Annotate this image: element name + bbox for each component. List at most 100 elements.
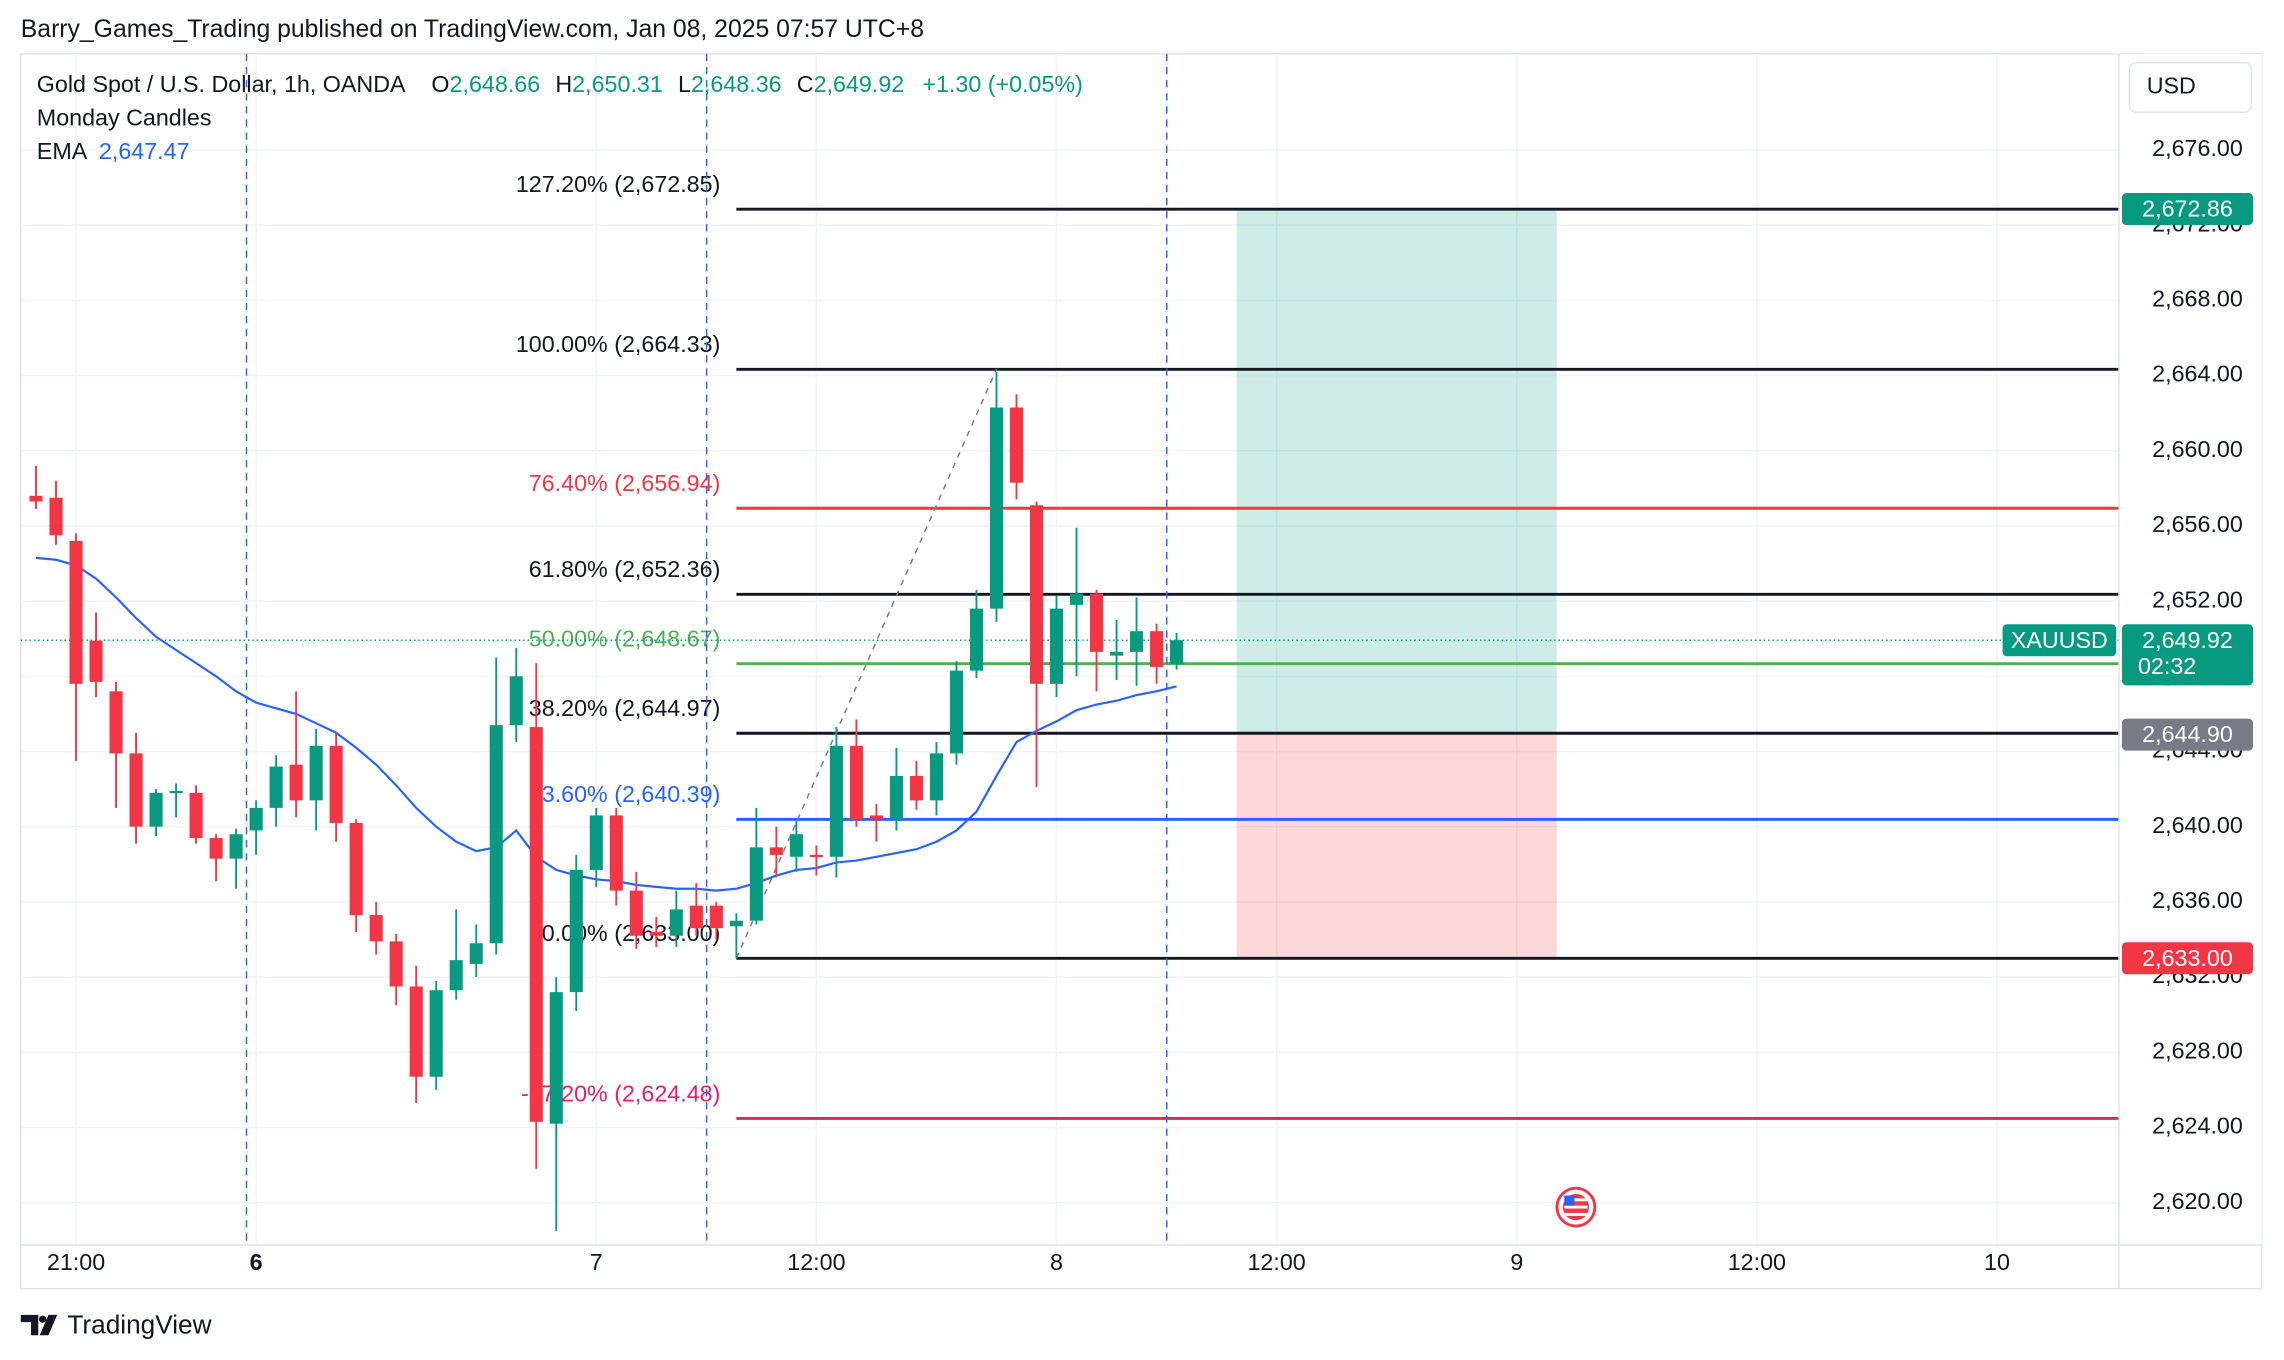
candle-body — [509, 676, 523, 726]
candle-body — [209, 837, 223, 859]
candle-body — [229, 834, 243, 859]
currency[interactable]: USD — [2147, 73, 2196, 99]
indicator-name: Monday Candles — [37, 105, 212, 131]
candle-body — [249, 807, 263, 831]
x-tick-label: 12:00 — [787, 1249, 845, 1275]
y-tick-label: 2,640.00 — [2152, 812, 2243, 838]
y-tick-label: 2,636.00 — [2152, 887, 2243, 913]
price-badge-label: 2,644.90 — [2142, 721, 2233, 747]
candle-body — [389, 941, 403, 987]
overlay: 2,620.002,624.002,628.002,632.002,636.00… — [20, 53, 2262, 1289]
candle-body — [29, 495, 43, 502]
candle-body — [269, 766, 283, 808]
candle-body — [929, 753, 944, 801]
candle-body — [1029, 505, 1044, 684]
candle-body — [669, 909, 683, 936]
ohlc-key: O — [431, 71, 449, 97]
candle-body — [729, 920, 743, 927]
fib-trend — [735, 369, 998, 959]
candle-body — [469, 943, 483, 964]
candle-body — [369, 915, 383, 942]
y-tick-label: 2,668.00 — [2152, 285, 2243, 311]
ohlc-value: 2,650.31 — [572, 71, 663, 97]
candle-body — [189, 792, 203, 838]
candle-body — [89, 640, 103, 682]
fib-label: 50.00% (2,648.67) — [529, 626, 721, 652]
x-tick-label: 12:00 — [1728, 1249, 1786, 1275]
candle-body — [1089, 593, 1104, 652]
ohlc-key: L — [678, 71, 691, 97]
price-badge — [2121, 942, 2254, 975]
y-tick-label: 2,664.00 — [2152, 361, 2243, 387]
candle-body — [709, 905, 723, 929]
legend-line: Gold Spot / U.S. Dollar, 1h, OANDA — [37, 71, 406, 97]
x-tick-label: 6 — [250, 1249, 263, 1275]
candle-body — [1150, 631, 1164, 667]
published-line: Barry_Games_Trading published on Trading… — [21, 16, 924, 43]
candle-body — [169, 790, 183, 794]
fib-label: 100.00% (2,664.33) — [516, 331, 721, 357]
y-tick-label: 2,676.00 — [2152, 135, 2243, 161]
y-tick-label: 2,624.00 — [2152, 1113, 2243, 1139]
candle-body — [569, 869, 583, 993]
y-tick-label: 2,652.00 — [2152, 586, 2243, 612]
countdown: 02:32 — [2138, 653, 2196, 679]
ema-legend: EMA 2,647.47 — [37, 138, 190, 164]
logo-dot — [39, 1315, 47, 1323]
candle-body — [1130, 631, 1144, 652]
candle-body — [889, 775, 903, 820]
x-tick-label: 21:00 — [47, 1249, 105, 1275]
candle-body — [489, 725, 503, 944]
candle-body — [769, 847, 783, 855]
candle-body — [1009, 407, 1024, 483]
candle-body — [589, 815, 603, 870]
last-price-label: 2,649.92 — [2142, 627, 2233, 653]
candle-body — [1170, 640, 1184, 664]
ema-value: 2,647.47 — [99, 138, 190, 164]
price-badge-label: 2,672.86 — [2142, 196, 2233, 222]
candle-body — [789, 834, 803, 857]
x-tick-label: 10 — [1984, 1249, 2010, 1275]
candle-body — [449, 960, 463, 991]
candle-body — [349, 822, 363, 916]
candle-body — [409, 986, 423, 1077]
flag-stripe — [1564, 1205, 1588, 1209]
y-tick-label: 2,628.00 — [2152, 1037, 2243, 1063]
ema-line — [35, 556, 1177, 892]
y-tick-label: 2,660.00 — [2152, 436, 2243, 462]
candle-body — [549, 992, 563, 1124]
candle-body — [809, 854, 823, 858]
stop-zone — [1236, 734, 1557, 959]
fib-label: 23.60% (2,640.39) — [529, 781, 721, 807]
candle-body — [1069, 593, 1084, 605]
candle-body — [69, 540, 83, 684]
candle-body — [429, 990, 443, 1077]
candle-body — [49, 497, 63, 536]
price-badge — [2121, 192, 2254, 225]
price-badge-label: 2,633.00 — [2142, 945, 2233, 971]
x-tick-label: 9 — [1510, 1249, 1523, 1275]
brand: TradingView — [67, 1309, 211, 1339]
brand-logo — [20, 1314, 58, 1336]
candle-body — [849, 745, 863, 820]
x-tick-label: 12:00 — [1247, 1249, 1305, 1275]
fib-label: 76.40% (2,656.94) — [529, 470, 721, 496]
symbol-label: XAUUSD — [2011, 627, 2108, 653]
symbol-badge — [2002, 624, 2117, 657]
currency-button[interactable] — [2128, 61, 2253, 113]
event-flag[interactable] — [1555, 1186, 1597, 1228]
flag-stripe — [1564, 1212, 1588, 1216]
candle-body — [869, 815, 883, 820]
candle-body — [1109, 651, 1124, 656]
candle-body — [149, 792, 163, 827]
candle-body — [829, 745, 843, 857]
candle-body — [629, 890, 643, 936]
candle-body — [909, 775, 923, 801]
ohlc-key: C — [797, 71, 814, 97]
logo-mark — [20, 1314, 58, 1336]
candle-body — [949, 670, 964, 754]
candle-body — [289, 764, 303, 801]
